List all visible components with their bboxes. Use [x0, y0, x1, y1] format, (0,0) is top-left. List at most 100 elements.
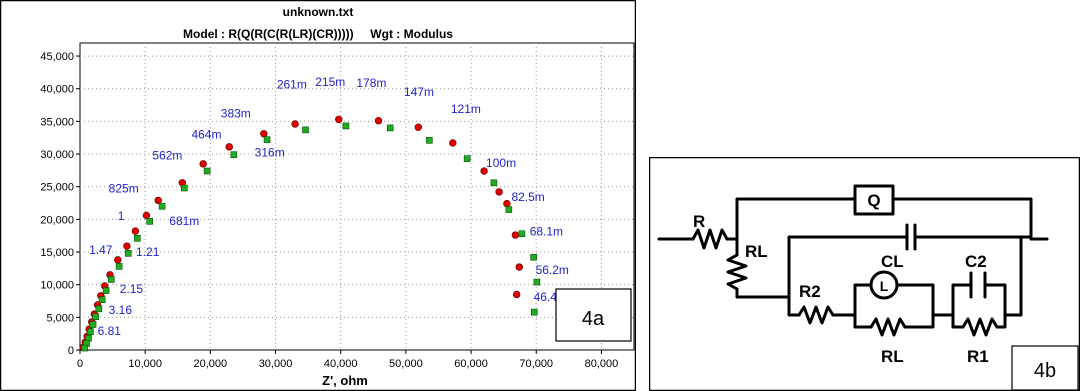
panel-label-4a: 4a — [582, 308, 605, 330]
data-point-square — [342, 122, 350, 130]
data-point-circle — [114, 256, 122, 264]
frequency-label: 147m — [404, 85, 434, 99]
data-point-square — [87, 328, 94, 336]
wire-r1-right — [995, 235, 1023, 329]
x-tick-label: 80,000 — [585, 358, 619, 370]
wire-rl2-left — [853, 313, 873, 329]
frequency-label: 464m — [191, 127, 221, 141]
frequency-label: 316m — [255, 146, 285, 160]
data-point-circle — [511, 231, 520, 239]
wire-rl-bottom — [735, 287, 791, 299]
inductor-l — [869, 270, 899, 300]
data-point-square — [146, 218, 154, 225]
data-point-square — [426, 137, 433, 144]
data-point-square — [533, 278, 541, 286]
data-point-circle — [142, 211, 151, 220]
y-tick-label: 45,000 — [40, 51, 74, 63]
equivalent-circuit: R RL Q R2 CL C2 L RL R1 4b — [649, 157, 1080, 391]
wire-rl2-right — [903, 313, 955, 329]
data-point-square — [230, 151, 238, 158]
data-point-square — [134, 235, 141, 242]
resistor-r1 — [961, 317, 999, 337]
data-point-circle — [495, 188, 503, 196]
resistor-rs — [691, 228, 729, 250]
y-tick-label: 30,000 — [40, 149, 74, 161]
axis-ticks: 0 10,000 20,000 30,000 40,000 50,000 60,000 70,… — [40, 51, 618, 370]
label-rl2: RL — [881, 347, 904, 366]
data-point-square — [530, 253, 537, 261]
wire-q-left — [735, 197, 857, 241]
label-rl: RL — [745, 242, 768, 261]
frequency-label: 178m — [356, 76, 386, 90]
frequency-label: 56.2m — [536, 263, 569, 277]
data-point-circle — [414, 123, 422, 131]
data-point-square — [124, 250, 132, 257]
frequency-label: 681m — [169, 214, 199, 228]
frequency-label: 68.1m — [530, 225, 563, 239]
frequency-label: 1.47 — [89, 243, 113, 257]
grid — [80, 43, 634, 350]
data-point-circle — [154, 196, 162, 205]
x-axis-label: Z', ohm — [322, 373, 368, 388]
frequency-label: 1.21 — [136, 245, 160, 259]
capacitor-c2 — [969, 271, 987, 299]
panel-label-4b: 4b — [1034, 360, 1056, 382]
data-point-square — [92, 313, 99, 320]
panel-label-box-4a — [555, 288, 632, 342]
x-tick-label: 20,000 — [194, 358, 228, 370]
y-tick-label: 5,000 — [46, 312, 74, 324]
data-point-square — [518, 230, 526, 238]
frequency-label: 1 — [118, 209, 125, 223]
wire-l-parallel — [853, 283, 935, 317]
data-point-square — [158, 202, 166, 210]
y-tick-label: 10,000 — [40, 280, 74, 292]
data-point-circle — [225, 143, 233, 151]
data-markers — [79, 115, 541, 352]
frequency-label: 261m — [277, 78, 307, 92]
x-tick-label: 50,000 — [389, 358, 423, 370]
frequency-label: 100m — [486, 156, 516, 170]
y-tick-label: 15,000 — [40, 247, 74, 259]
data-point-square — [203, 167, 211, 175]
data-point-square — [386, 124, 394, 132]
y-tick-label: 0 — [68, 345, 74, 357]
data-point-circle — [199, 160, 207, 168]
label-rs: R — [693, 212, 705, 231]
x-tick-label: 10,000 — [128, 358, 162, 370]
panel-label-box-4b — [1011, 345, 1079, 391]
data-point-square — [490, 179, 498, 187]
data-point-circle — [503, 199, 511, 208]
data-point-circle — [260, 130, 268, 138]
frequency-label: 6.81 — [98, 324, 122, 338]
y-tick-label: 20,000 — [40, 214, 74, 226]
label-l: L — [880, 278, 889, 294]
x-tick-label: 70,000 — [519, 358, 553, 370]
frequency-label: 825m — [109, 182, 139, 196]
wire-r2-left — [787, 295, 801, 317]
nyquist-plot: unknown.txt Model : R(Q(R(C(R(LR)(CR))))… — [0, 0, 636, 391]
frequency-label: 562m — [152, 148, 182, 162]
resistor-rl2 — [869, 317, 907, 337]
data-point-circle — [449, 139, 457, 147]
data-point-square — [98, 296, 106, 304]
chart-title: unknown.txt — [283, 5, 354, 19]
frequency-label: 82.5m — [511, 190, 544, 204]
data-point-square — [107, 276, 115, 283]
frequency-label: 3.16 — [109, 303, 133, 317]
data-point-circle — [515, 263, 523, 271]
x-tick-label: 40,000 — [324, 358, 358, 370]
data-point-square — [180, 184, 188, 192]
wire-cl-top — [787, 235, 909, 299]
resistor-rl — [726, 253, 748, 291]
y-tick-label: 25,000 — [40, 182, 74, 194]
data-point-square — [115, 263, 123, 270]
data-point-square — [263, 136, 271, 143]
wire-c2-parallel — [951, 283, 1007, 317]
x-tick-label: 60,000 — [454, 358, 488, 370]
resistor-r2 — [797, 305, 835, 325]
data-point-square — [89, 321, 97, 328]
data-point-circle — [131, 227, 140, 235]
label-q: Q — [867, 191, 880, 210]
data-point-circle — [512, 290, 521, 299]
data-point-square — [505, 206, 513, 213]
